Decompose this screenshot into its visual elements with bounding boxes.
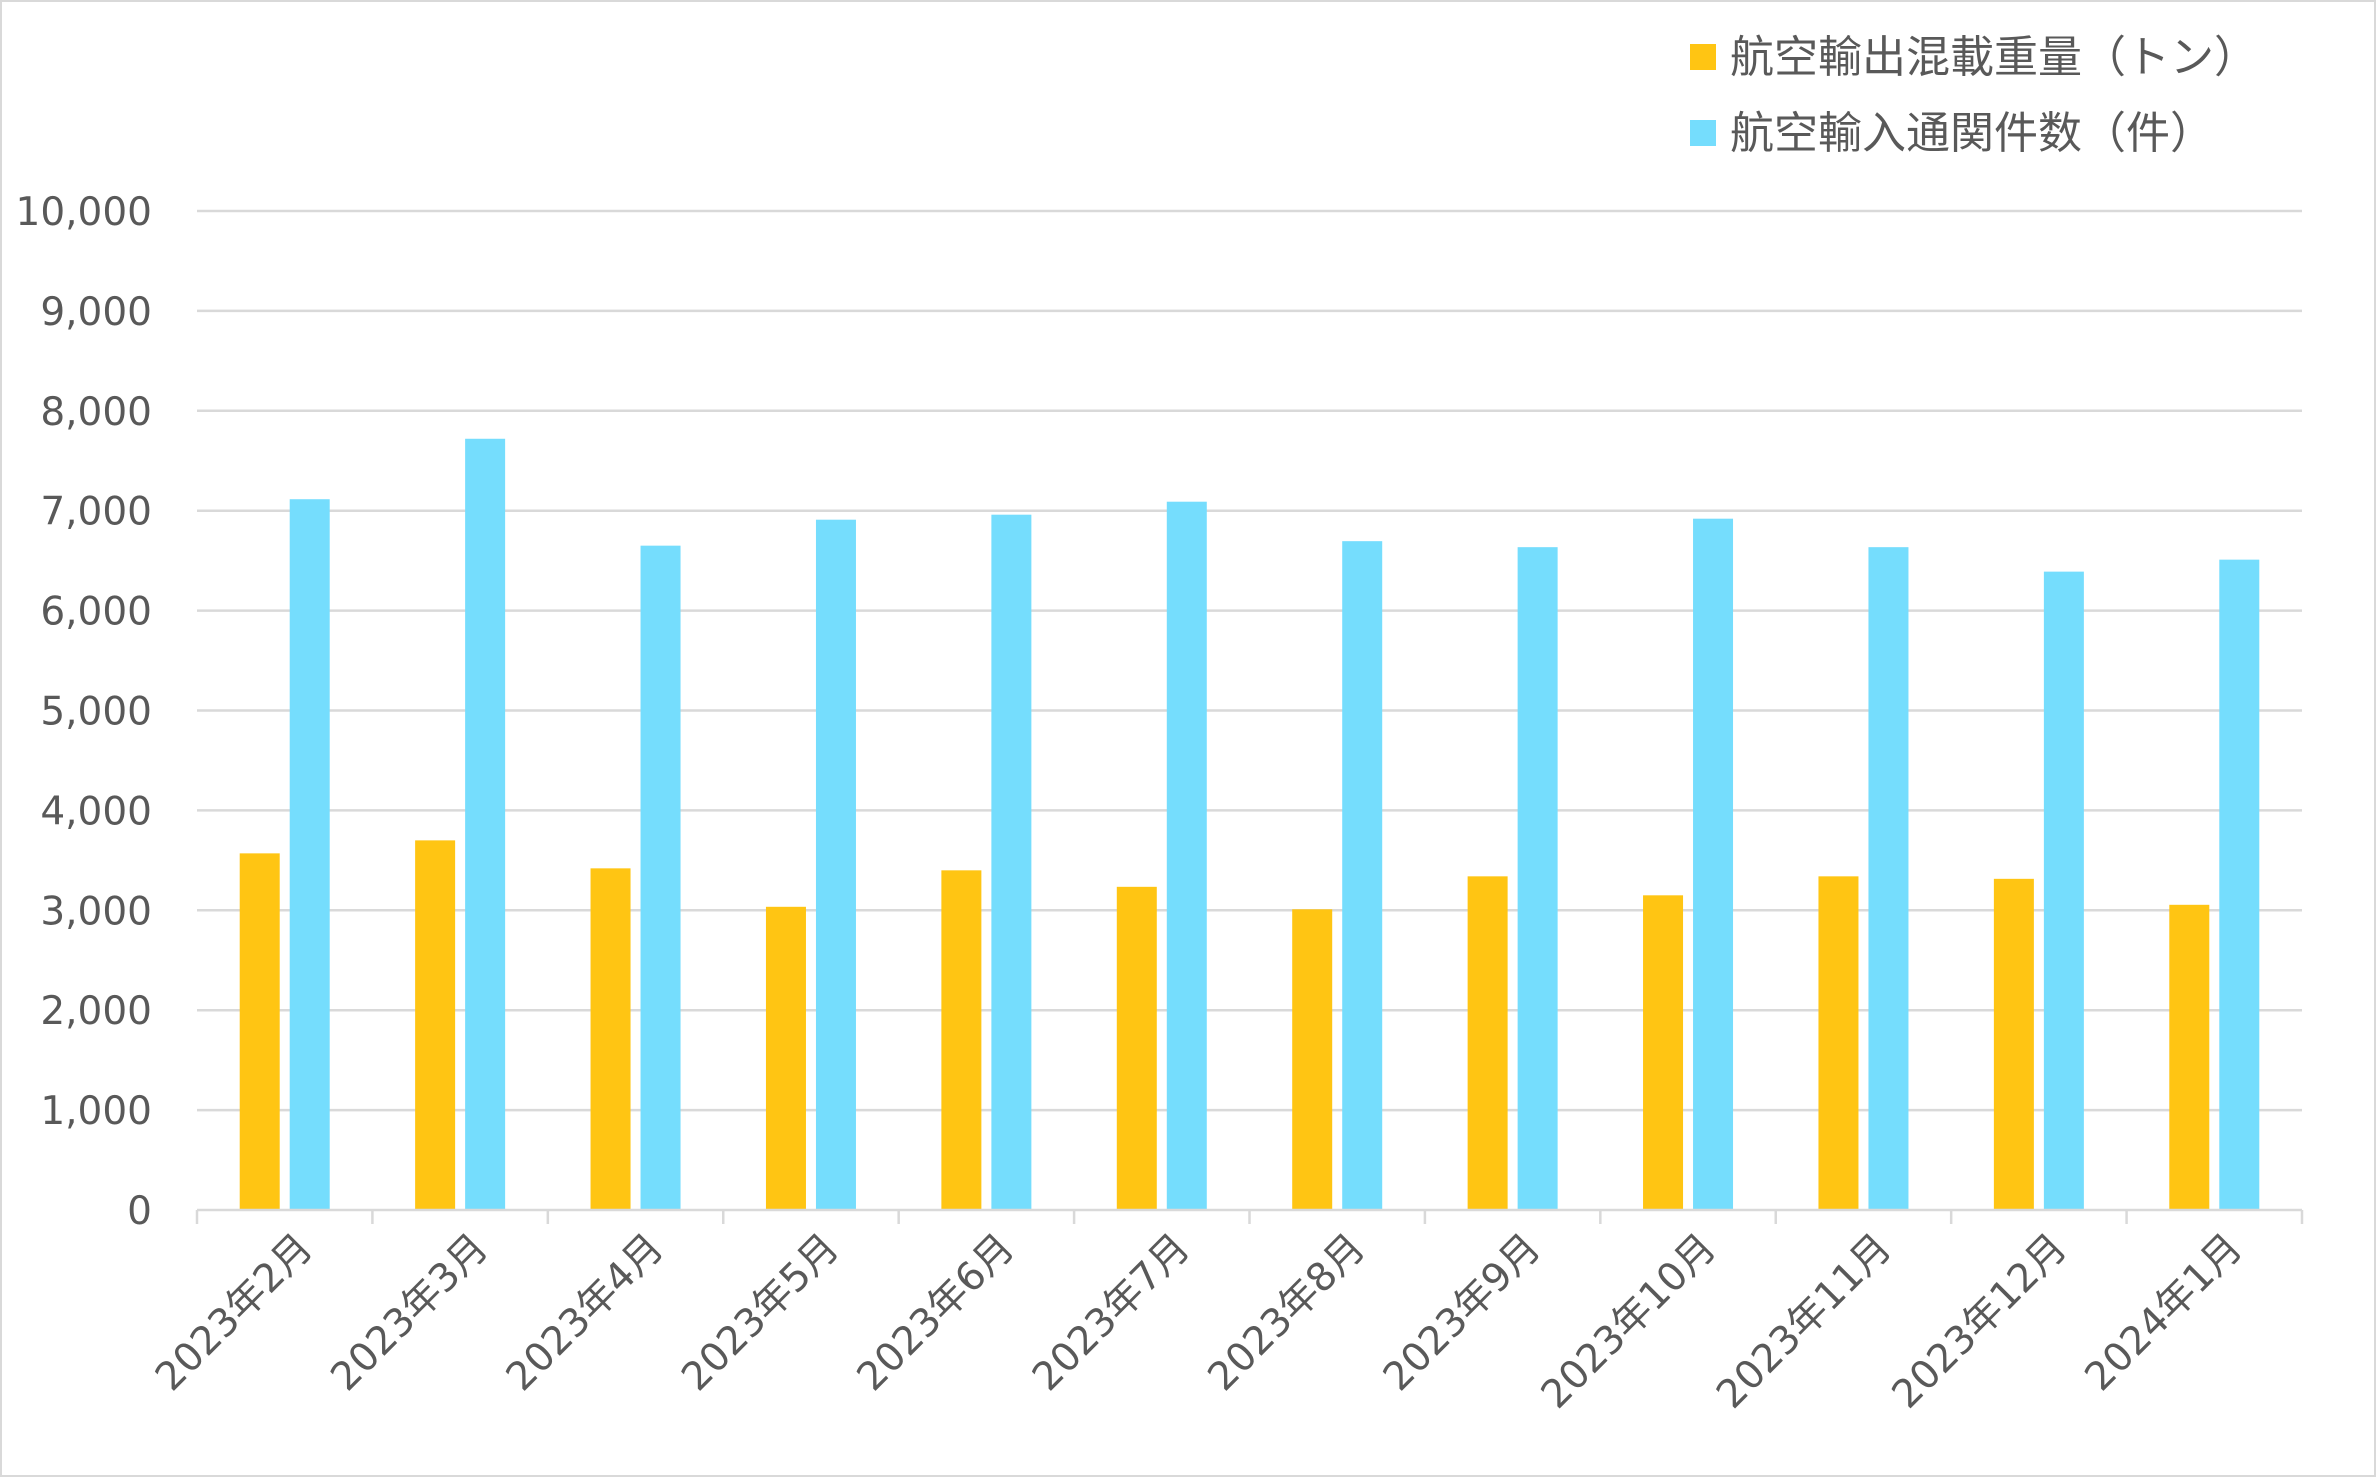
x-tick-label: 2023年9月 (1375, 1225, 1550, 1400)
y-tick-label: 7,000 (40, 490, 152, 535)
y-tick-label: 3,000 (40, 889, 152, 934)
bar-series-1 (415, 840, 456, 1210)
y-tick-label: 2,000 (40, 989, 152, 1034)
bar-series-1 (765, 906, 806, 1210)
y-tick-label: 4,000 (40, 789, 152, 834)
legend-swatch (1690, 44, 1716, 70)
bar-series-2 (465, 438, 506, 1211)
x-tick-label: 2023年3月 (322, 1225, 497, 1400)
bar-series-2 (640, 545, 681, 1210)
legend-label: 航空輸出混載重量（トン） (1730, 32, 2258, 83)
legend-swatch (1690, 120, 1716, 146)
x-axis (195, 1208, 2304, 1224)
bar-series-2 (1517, 547, 1558, 1210)
x-tick-label: 2023年4月 (498, 1225, 673, 1400)
bar-series-1 (1818, 876, 1859, 1210)
bars (239, 438, 2260, 1211)
bar-series-2 (1166, 501, 1207, 1211)
bar-series-2 (991, 514, 1032, 1210)
x-tick-label: 2023年11月 (1708, 1225, 1900, 1417)
y-tick-label: 6,000 (40, 590, 152, 635)
y-tick-label: 9,000 (40, 290, 152, 335)
bar-series-1 (941, 870, 982, 1210)
x-tick-label: 2023年2月 (147, 1225, 322, 1400)
x-tick-label: 2023年5月 (673, 1225, 848, 1400)
bar-series-2 (1342, 541, 1383, 1210)
bar-series-2 (289, 499, 330, 1210)
bar-series-2 (2219, 559, 2260, 1210)
x-axis-tick-labels: 2023年2月 2023年3月 2023年4月 2023年5月 2023年6月 2023年… (147, 1225, 2251, 1417)
bar-series-1 (1643, 895, 1684, 1210)
bar-series-1 (1292, 909, 1333, 1210)
y-tick-label: 8,000 (40, 390, 152, 435)
bar-series-2 (2043, 571, 2084, 1210)
x-tick-label: 2023年7月 (1024, 1225, 1199, 1400)
y-tick-label: 1,000 (40, 1089, 152, 1134)
legend-label: 航空輸入通関件数（件） (1730, 108, 2214, 159)
y-axis-tick-labels: 0 1,000 2,000 3,000 4,000 5,000 6,000 7,000 8,00… (16, 190, 152, 1234)
bar-series-1 (239, 853, 280, 1210)
y-tick-label: 0 (127, 1189, 152, 1234)
bar-series-1 (590, 868, 631, 1210)
bar-series-1 (2169, 904, 2210, 1210)
bar-series-1 (1993, 878, 2034, 1210)
bar-series-2 (1868, 547, 1909, 1210)
bar-series-2 (1693, 518, 1734, 1210)
bar-series-1 (1116, 886, 1157, 1210)
bar-series-1 (1467, 876, 1508, 1210)
x-tick-label: 2024年1月 (2077, 1225, 2252, 1400)
x-tick-label: 2023年10月 (1533, 1225, 1725, 1417)
x-tick-label: 2023年8月 (1200, 1225, 1375, 1400)
legend: 航空輸出混載重量（トン） 航空輸入通関件数（件） (1690, 32, 2258, 159)
y-tick-label: 5,000 (40, 690, 152, 735)
x-tick-label: 2023年6月 (849, 1225, 1024, 1400)
x-tick-label: 2023年12月 (1884, 1225, 2076, 1417)
y-tick-label: 10,000 (16, 190, 152, 235)
gridlines (197, 209, 2302, 1112)
bar-series-2 (815, 519, 856, 1210)
